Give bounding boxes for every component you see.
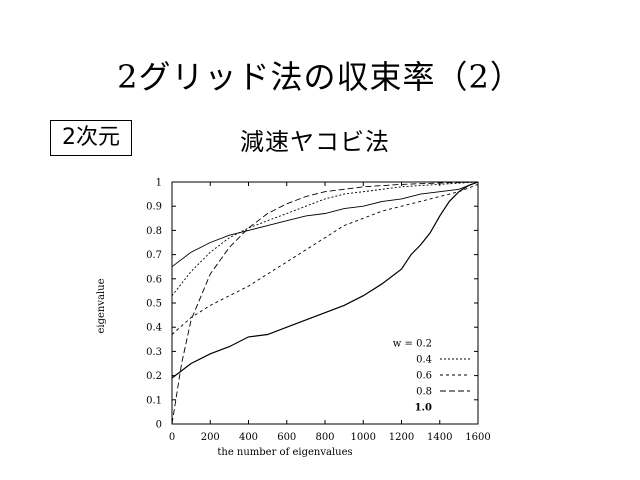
x-tick-label: 1000 — [351, 432, 376, 443]
series-line-1 — [171, 181, 479, 296]
method-subtitle: 減速ヤコビ法 — [240, 128, 390, 156]
y-tick-label: 1 — [156, 178, 162, 189]
chart-ticks: 0 200 400 600 800 1000 1200 1400 1600 0 0.1 0.2 0.3 0… — [146, 178, 491, 444]
y-tick-label: 0.7 — [146, 250, 162, 261]
y-tick-label: 0.9 — [146, 202, 162, 213]
y-tick-label: 0.8 — [146, 226, 162, 237]
x-tick-label: 600 — [277, 432, 296, 443]
legend-label-1: 0.4 — [416, 355, 432, 366]
x-tick-label: 800 — [315, 432, 334, 443]
x-tick-label: 1400 — [427, 432, 452, 443]
y-tick-label: 0.6 — [146, 274, 162, 285]
x-axis-label: the number of eigenvalues — [217, 447, 352, 458]
legend-label-4: 1.0 — [415, 403, 432, 414]
chart-series-lines — [171, 181, 479, 425]
x-tick-label: 1200 — [389, 432, 414, 443]
series-line-2 — [171, 183, 479, 335]
series-line-3 — [171, 181, 479, 425]
legend-label-3: 0.8 — [416, 387, 432, 398]
slide-title: 2グリッド法の収束率（2） — [117, 58, 523, 96]
y-tick-label: 0.4 — [146, 323, 162, 334]
y-axis-label: eigenvalue — [96, 278, 107, 333]
dimension-label-box: 2次元 — [50, 120, 132, 156]
plot-frame — [171, 181, 479, 425]
x-tick-label: 200 — [201, 432, 220, 443]
legend-label-2: 0.6 — [416, 371, 432, 382]
y-tick-label: 0 — [156, 420, 162, 431]
x-tick-label: 1600 — [465, 432, 490, 443]
chart-axes — [171, 181, 479, 425]
y-tick-label: 0.2 — [146, 371, 162, 382]
x-tick-label: 0 — [169, 432, 175, 443]
series-line-0 — [171, 181, 479, 268]
series-line-4 — [171, 181, 479, 379]
chart-legend: w = 0.2 0.4 0.6 0.8 1.0 — [393, 339, 470, 414]
legend-label-0: w = 0.2 — [393, 339, 432, 350]
y-tick-label: 0.5 — [146, 299, 162, 310]
x-tick-label: 400 — [239, 432, 258, 443]
y-tick-label: 0.3 — [146, 347, 162, 358]
y-tick-label: 0.1 — [146, 395, 162, 406]
